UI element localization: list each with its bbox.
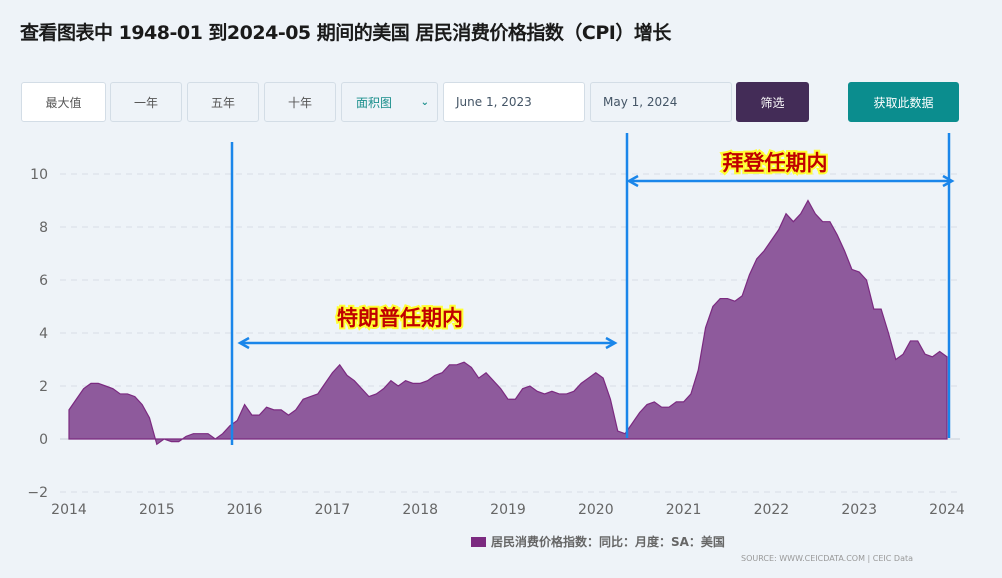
annotation-label: 拜登任期内 bbox=[723, 151, 828, 175]
x-tick-label: 2017 bbox=[315, 502, 351, 518]
annotation-label: 特朗普任期内 bbox=[337, 306, 463, 330]
end-date-input[interactable]: May 1, 2024 bbox=[590, 82, 732, 122]
five-year-button[interactable]: 五年 bbox=[187, 82, 259, 122]
ten-year-button[interactable]: 十年 bbox=[264, 82, 336, 122]
source-credit: SOURCE: WWW.CEICDATA.COM | CEIC Data bbox=[741, 554, 914, 563]
x-tick-label: 2019 bbox=[490, 502, 526, 518]
cpi-area bbox=[68, 199, 948, 446]
x-tick-label: 2018 bbox=[402, 502, 438, 518]
y-tick-label: 0 bbox=[39, 432, 48, 448]
y-tick-label: 8 bbox=[39, 220, 48, 236]
max-range-button[interactable]: 最大值 bbox=[21, 82, 106, 122]
y-tick-label: 10 bbox=[30, 167, 48, 183]
arrow-left-icon bbox=[237, 336, 250, 350]
arrow-right-icon bbox=[942, 174, 955, 188]
x-tick-label: 2020 bbox=[578, 502, 614, 518]
filter-button[interactable]: 筛选 bbox=[736, 82, 809, 122]
x-tick-label: 2016 bbox=[227, 502, 263, 518]
y-tick-label: 4 bbox=[39, 326, 48, 342]
chart-type-select[interactable]: 面积图 ⌄ bbox=[341, 82, 438, 122]
x-tick-label: 2015 bbox=[139, 502, 175, 518]
y-tick-label: 6 bbox=[39, 273, 48, 289]
y-tick-label: −2 bbox=[27, 485, 48, 501]
start-date-input[interactable]: June 1, 2023 bbox=[443, 82, 585, 122]
x-tick-label: 2024 bbox=[929, 502, 965, 518]
page-title: 查看图表中 1948-01 到2024-05 期间的美国 居民消费价格指数（CP… bbox=[20, 22, 671, 44]
x-tick-label: 2022 bbox=[754, 502, 790, 518]
x-tick-label: 2023 bbox=[841, 502, 877, 518]
y-tick-label: 2 bbox=[39, 379, 48, 395]
legend-label: 居民消费价格指数：同比：月度：SA：美国 bbox=[491, 535, 725, 549]
legend-swatch bbox=[471, 536, 486, 547]
chart-type-value: 面积图 bbox=[356, 95, 393, 110]
arrow-left-icon bbox=[626, 174, 639, 188]
arrow-right-icon bbox=[605, 336, 618, 350]
legend[interactable]: 居民消费价格指数：同比：月度：SA：美国 bbox=[471, 533, 725, 550]
chevron-down-icon: ⌄ bbox=[420, 96, 429, 108]
one-year-button[interactable]: 一年 bbox=[110, 82, 182, 122]
x-tick-label: 2014 bbox=[51, 502, 87, 518]
get-data-button[interactable]: 获取此数据 bbox=[848, 82, 959, 122]
x-tick-label: 2021 bbox=[666, 502, 702, 518]
